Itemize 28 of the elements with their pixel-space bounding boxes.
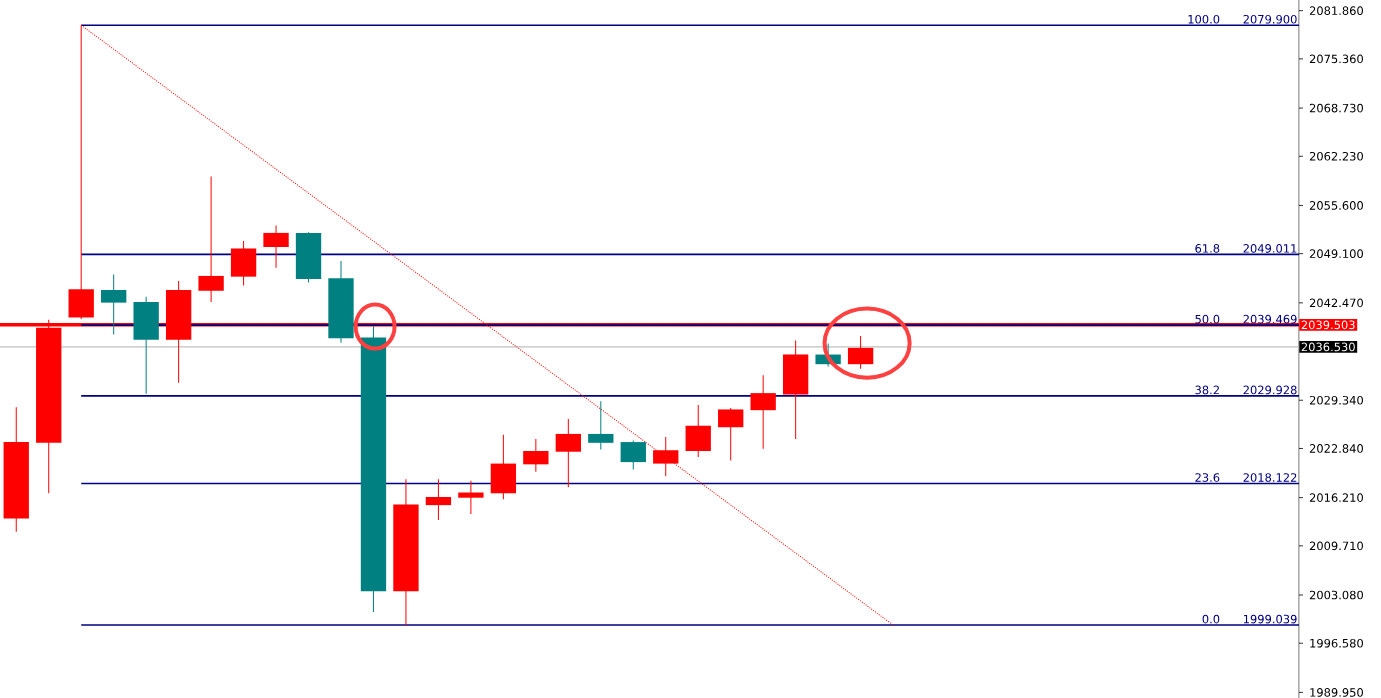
y-tick-label: 2068.730 [1309, 103, 1363, 113]
annotation: 0.0 [1202, 614, 1220, 624]
annotation: 38.2 [1195, 385, 1219, 395]
y-tick-label: 2003.080 [1309, 590, 1363, 600]
y-tick-label: 2042.470 [1309, 298, 1363, 308]
ref-line-label: 2029.928 [1243, 385, 1297, 395]
ref-line-label: 2079.900 [1243, 14, 1297, 24]
y-tick-label: 1989.950 [1310, 688, 1363, 697]
y-tick-label: 2049.100 [1309, 249, 1363, 259]
ref-line-label: 1999.039 [1243, 614, 1297, 624]
annotation: 50.0 [1195, 314, 1220, 324]
annotation: 100.0 [1188, 14, 1220, 24]
y-tick-label: 2016.210 [1309, 493, 1363, 502]
y-tick-label: 2075.360 [1309, 54, 1363, 64]
y-tick-label: 2062.230 [1309, 151, 1363, 161]
ref-line-label: 2039.469 [1243, 314, 1297, 324]
annotation: 61.8 [1195, 244, 1220, 253]
y-tick-label: 2029.340 [1309, 395, 1363, 405]
y-tick-label: 2081.860 [1309, 6, 1363, 16]
y-tick-label: 2022.840 [1309, 444, 1363, 453]
y-tick-label: 2055.600 [1309, 201, 1363, 210]
ref-line-label: 2036.530 [1301, 342, 1355, 352]
y-tick-label: 2009.710 [1309, 541, 1363, 551]
ref-line-label: 2018.122 [1243, 473, 1297, 482]
annotation: 23.6 [1195, 473, 1220, 482]
y-tick-label: 1996.580 [1310, 638, 1363, 648]
ref-line-label: 2049.011 [1243, 244, 1297, 253]
ref-line-label: 2039.503 [1301, 320, 1355, 330]
